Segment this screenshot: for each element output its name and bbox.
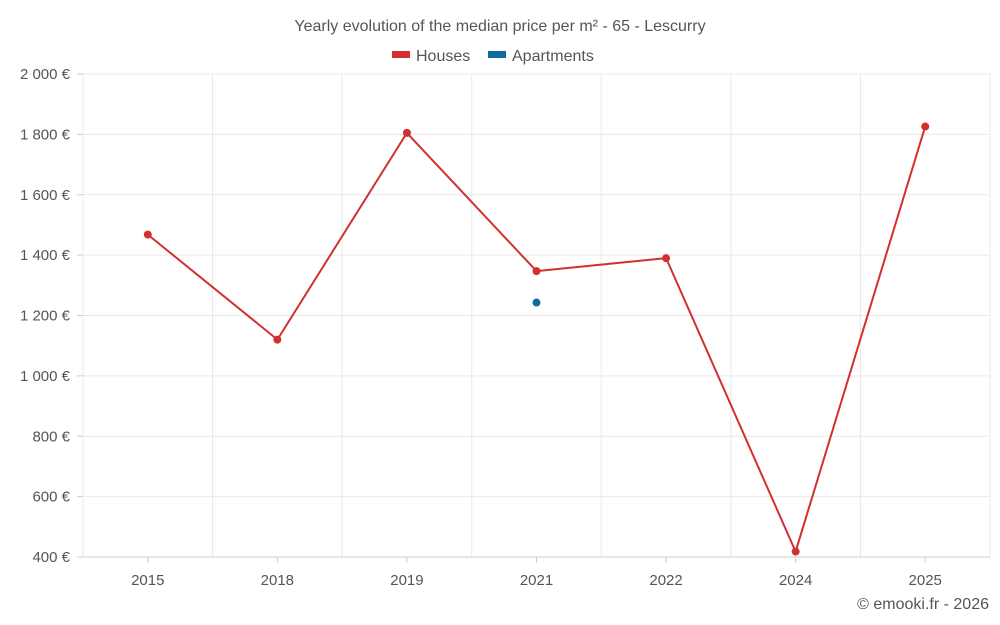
data-point-houses[interactable] (791, 547, 800, 556)
legend-item-apartments[interactable]: Apartments (488, 48, 594, 65)
series-apartments (532, 298, 541, 307)
x-tick-label: 2021 (520, 572, 553, 589)
y-tick-label: 400 € (32, 549, 70, 566)
y-gridlines (83, 73, 990, 498)
y-tick-label: 1 800 € (20, 126, 71, 143)
x-tick-label: 2015 (131, 572, 164, 589)
y-axis-ticks: 400 € 600 € 800 € 1 000 € 1 200 € 1 400 € 1 60… (20, 66, 83, 566)
y-tick-label: 1 600 € (20, 187, 71, 204)
x-tick-label: 2024 (779, 572, 812, 589)
series-houses (143, 122, 930, 556)
x-tick-label: 2025 (909, 572, 942, 589)
legend-label-houses: Houses (416, 48, 470, 65)
series (143, 122, 930, 556)
data-point-houses[interactable] (273, 335, 282, 344)
legend-label-apartments: Apartments (512, 48, 594, 65)
legend-swatch-houses (392, 51, 410, 58)
data-point-houses[interactable] (662, 254, 671, 263)
chart-title: Yearly evolution of the median price per… (294, 18, 705, 35)
x-axis-ticks: 2015 2018 2019 2021 2022 2024 2025 (131, 557, 942, 589)
y-tick-label: 600 € (32, 489, 70, 506)
y-tick-label: 800 € (32, 428, 70, 445)
y-tick-label: 1 400 € (20, 247, 71, 264)
credit-text: © emooki.fr - 2026 (857, 596, 989, 613)
data-point-houses[interactable] (532, 267, 541, 276)
data-point-apartments[interactable] (532, 298, 541, 307)
data-point-houses[interactable] (921, 122, 930, 131)
data-point-houses[interactable] (143, 230, 152, 239)
data-point-houses[interactable] (402, 128, 411, 137)
x-tick-label: 2022 (649, 572, 682, 589)
x-tick-label: 2019 (390, 572, 423, 589)
legend: Houses Apartments (392, 48, 594, 65)
x-tick-label: 2018 (261, 572, 294, 589)
legend-swatch-apartments (488, 51, 506, 58)
y-tick-label: 1 000 € (20, 368, 71, 385)
legend-item-houses[interactable]: Houses (392, 48, 470, 65)
y-tick-label: 1 200 € (20, 308, 71, 325)
y-tick-label: 2 000 € (20, 66, 71, 83)
series-line-houses (147, 126, 927, 553)
